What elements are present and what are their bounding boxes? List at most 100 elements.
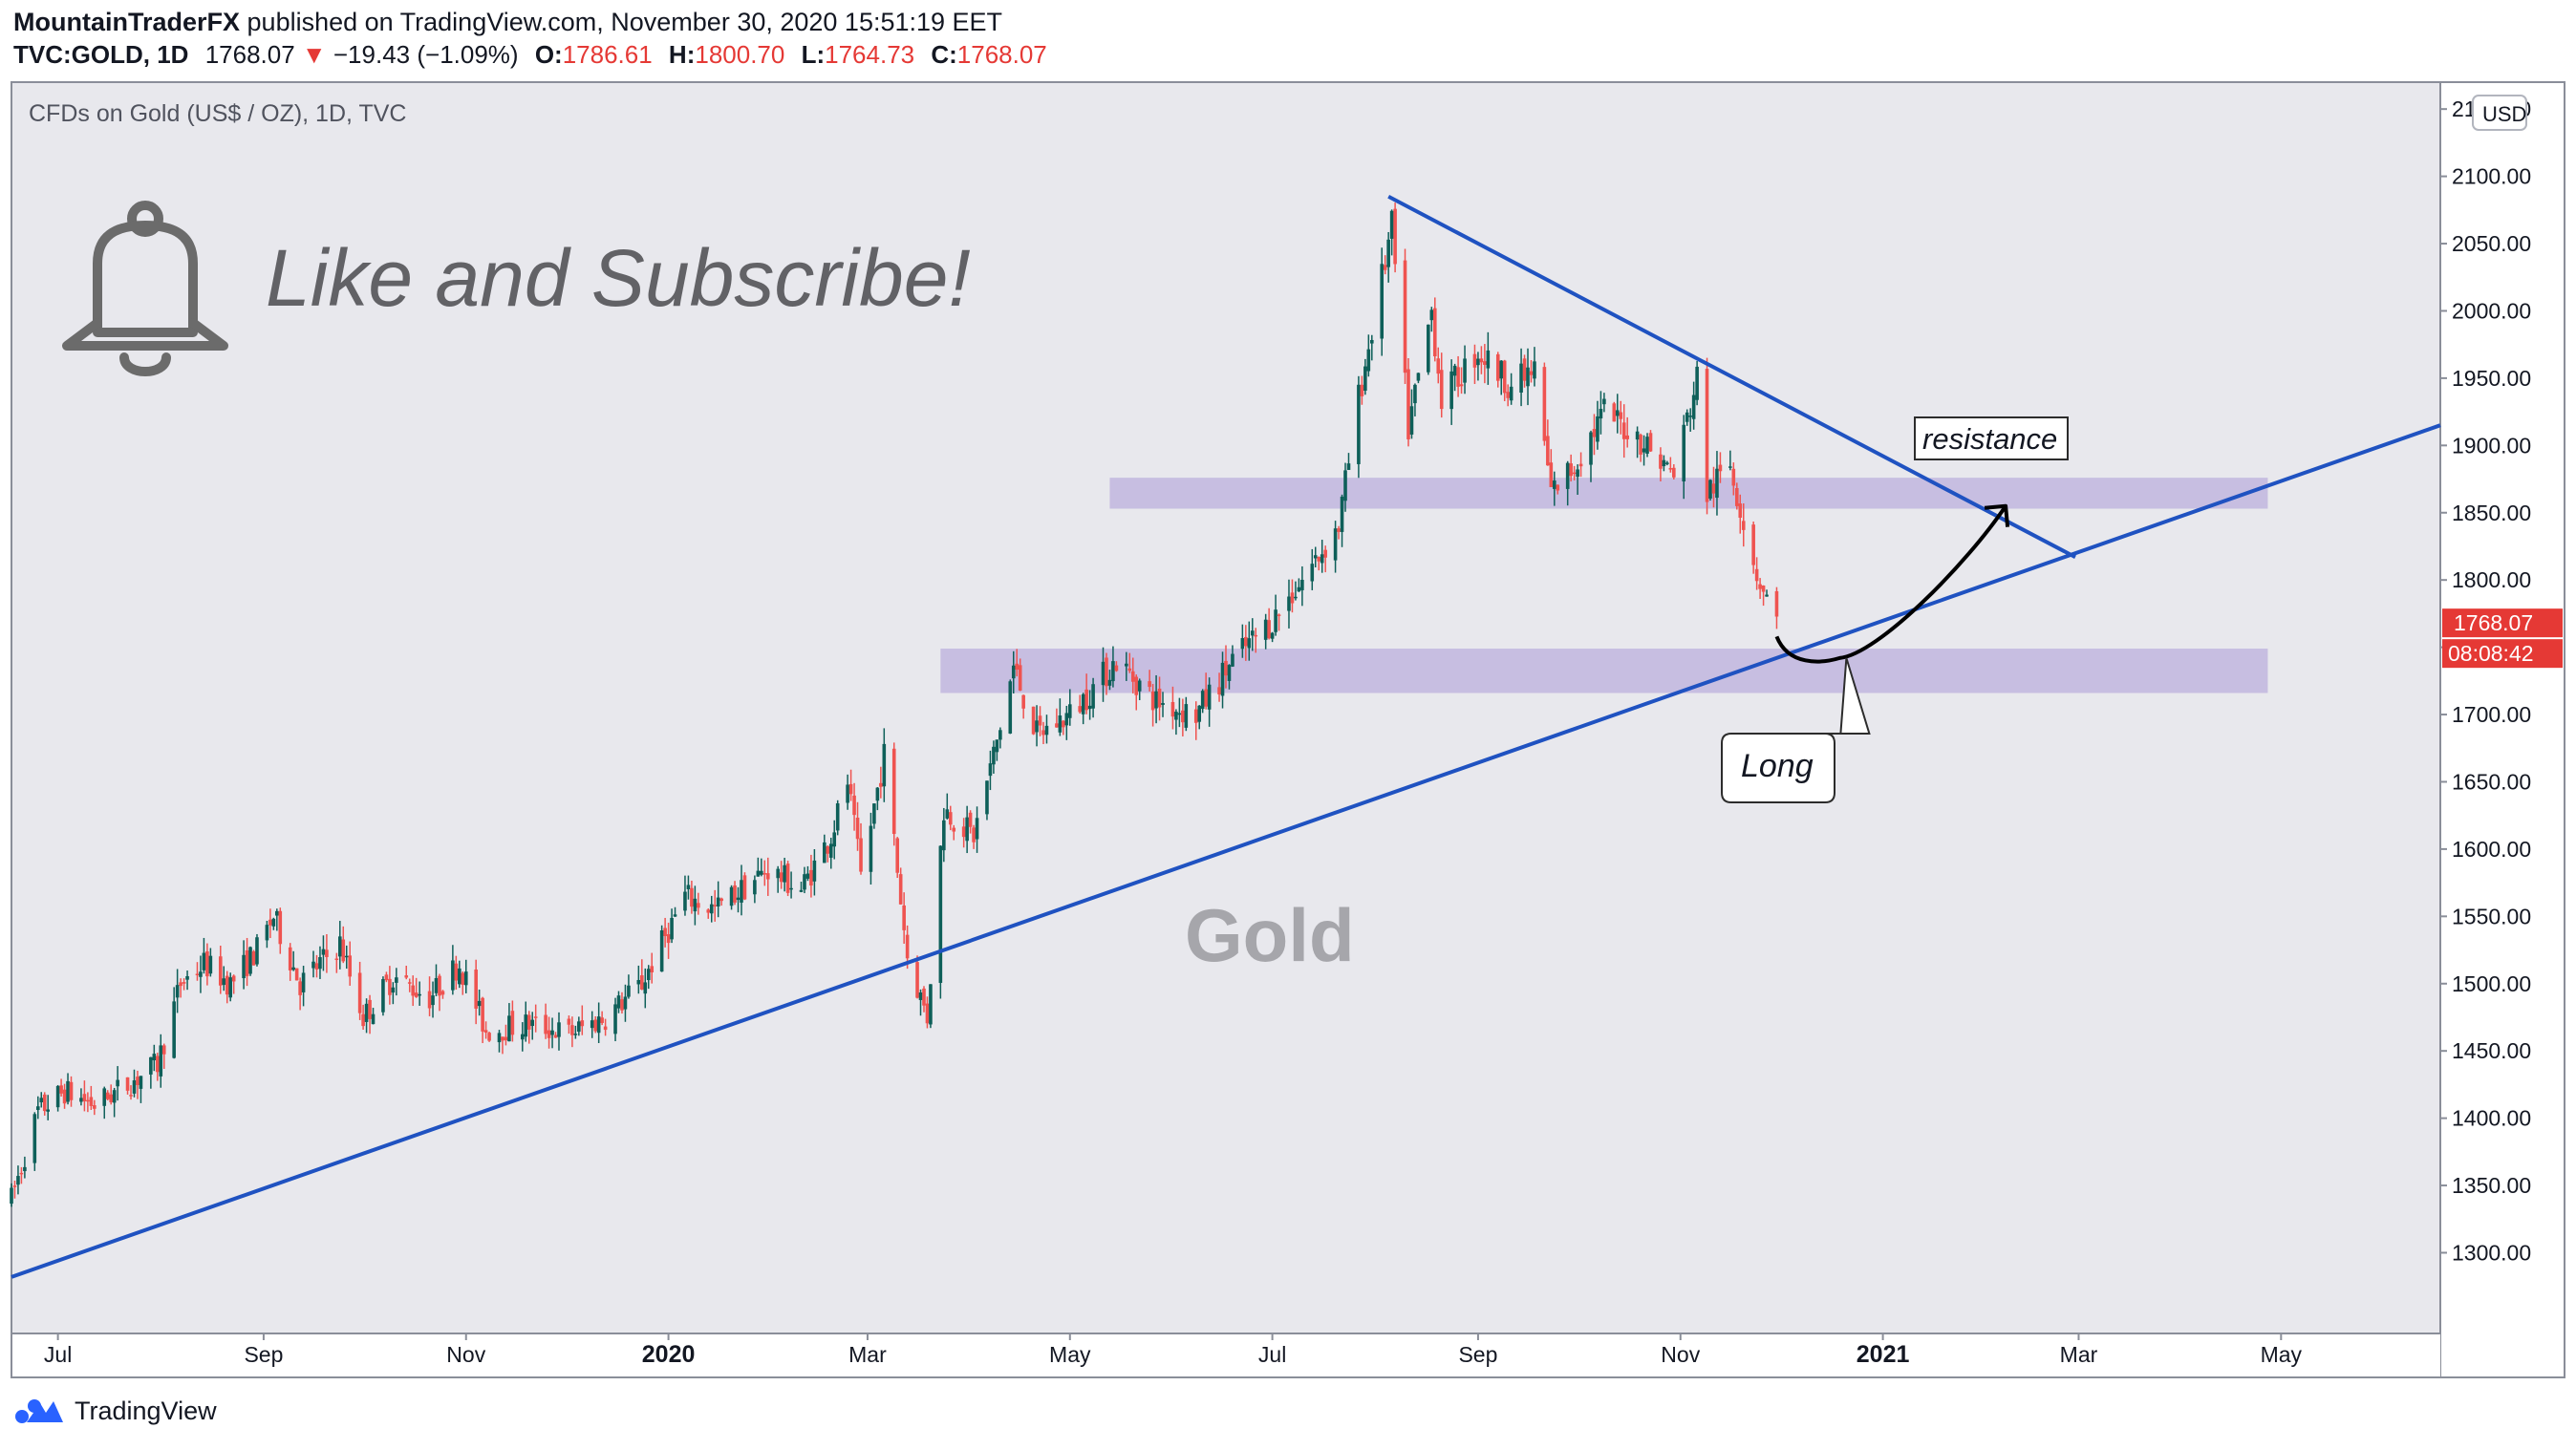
time-tick-label: Jul [44,1342,72,1367]
candle-body [915,962,919,998]
candle-body [344,955,349,958]
candle-body [1572,472,1577,475]
candle-body [826,846,830,854]
candle-body [547,1030,551,1038]
time-axis[interactable]: Jul Sep Nov 2020 Mar May Jul Sep Nov 2021 Mar May [44,1333,2303,1368]
author-name[interactable]: MountainTraderFX [13,8,241,36]
footer: TradingView [13,1397,217,1426]
candle-body [222,978,226,986]
chart-border [11,81,2565,1378]
candle-body [1615,410,1620,416]
candle-body [1533,361,1536,379]
candle-body [251,950,256,966]
long-callout[interactable]: Long [1721,657,1871,803]
candle-body [132,1080,137,1094]
candle-body [1294,596,1298,599]
currency-label: USD [2482,102,2526,126]
price-axis-panel[interactable] [2441,82,2565,1333]
candle-body [275,910,279,916]
candle-body [1263,619,1268,640]
price-tick-label: 1800.00 [2452,567,2531,592]
candle-body [636,979,641,985]
candle-body [1055,723,1059,728]
candle-body [1091,684,1095,709]
candle-body [172,1001,176,1058]
high-label: H: [668,40,696,69]
candle-body [483,1030,488,1034]
candle-body [882,743,887,787]
candle-body [1267,620,1271,639]
candle-body [1592,429,1597,437]
candle-body [1472,353,1477,368]
footer-brand[interactable]: TradingView [75,1397,217,1425]
time-axis-panel[interactable] [11,1334,2440,1377]
candle-body [1556,484,1560,491]
candle-body [1728,466,1732,468]
bell-icon [62,201,228,376]
candle-body [1008,681,1013,734]
subscribe-banner: Like and Subscribe! [266,233,971,323]
candle-body [869,825,873,872]
candle-body [136,1077,140,1085]
candle-body [1389,210,1394,239]
candle-body [799,889,804,892]
candle-body [265,925,269,941]
candle-body [461,972,465,985]
candle-body [663,928,667,937]
candle-body [109,1094,113,1102]
candle-body [942,820,946,851]
candle-body [414,992,419,997]
price-tick-label: 2050.00 [2452,231,2531,256]
candle-body [875,787,880,801]
candle-body [1297,586,1301,592]
candle-body [1087,705,1092,710]
candle-body [683,891,687,911]
currency-badge[interactable]: USD [2472,95,2527,131]
candle-body [1546,436,1550,466]
candle-body [789,887,793,890]
candle-body [23,1166,27,1172]
candle-body [474,970,478,1009]
candle-body [686,885,691,889]
candle-body [570,1025,574,1035]
candle-body [1041,730,1045,736]
candle-body [1134,676,1139,695]
candle-body [650,966,655,972]
candle-body [55,1085,60,1108]
candle-body [1150,691,1155,711]
candle-body [1310,564,1315,582]
candle-body [670,917,674,940]
projection-arrowhead-icon [1984,503,2010,527]
last-price-tag: 1768.07 [2442,608,2563,638]
candle-body [1360,384,1364,396]
candle-body [613,1004,617,1034]
candle-body [616,995,621,1009]
candle-body [288,947,292,970]
candle-body [1340,496,1344,532]
candle-body [1197,705,1202,722]
candle-body [1231,653,1234,667]
candle-body [1639,435,1642,455]
candle-body [35,1106,40,1111]
plot-area[interactable] [11,82,2440,1377]
candle-body [1018,665,1022,691]
candle-body [477,1000,482,1007]
price-axis[interactable]: 1300.00 1350.00 1400.00 1450.00 1500.00 1550.… [2440,96,2531,1265]
candle-body [1495,353,1500,381]
candle-body [600,1017,604,1023]
candle-body [357,972,362,1013]
time-tick-label: Nov [446,1342,485,1367]
candle-body [314,963,319,970]
candle-body [501,1036,504,1041]
resistance-callout[interactable]: resistance [1914,416,2069,460]
candle-body [1366,349,1371,372]
candle-body [1244,636,1248,647]
candle-body [620,999,624,1011]
candle-body [1127,668,1132,672]
time-tick-label: May [2261,1342,2303,1367]
candle-body [938,845,943,983]
candle-body [929,984,933,1025]
candle-body [1427,324,1430,373]
candle-body [1552,480,1556,489]
